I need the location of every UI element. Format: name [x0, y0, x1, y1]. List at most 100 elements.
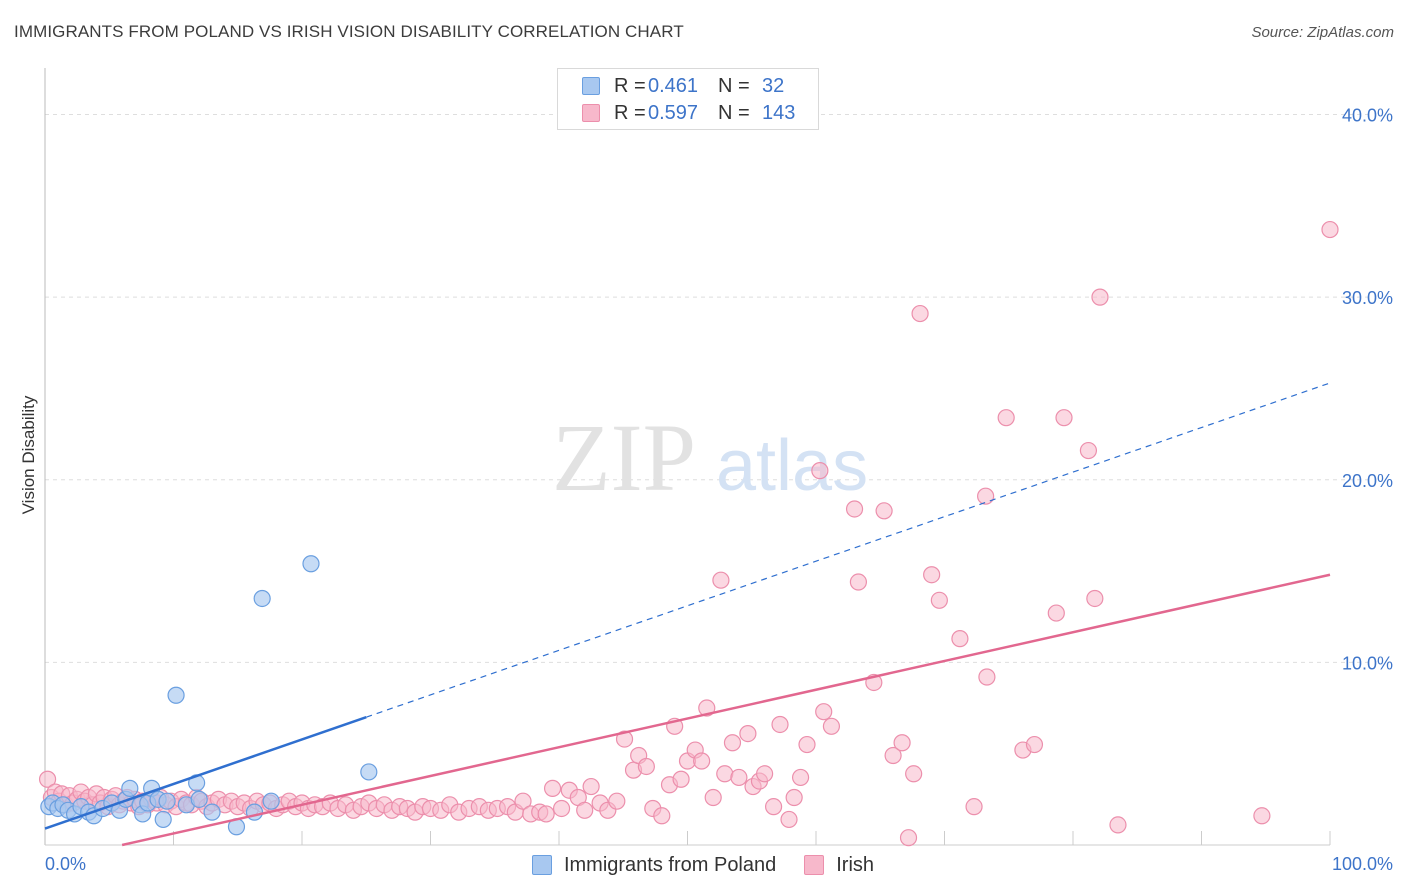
- irish-point: [712, 571, 730, 589]
- poland-swatch: [582, 77, 600, 95]
- irish-legend-swatch: [804, 855, 825, 875]
- irish-point: [716, 765, 734, 783]
- irish-point: [1055, 409, 1073, 427]
- points-layer: [38, 220, 1339, 847]
- irish-legend-label: Irish: [836, 853, 875, 876]
- axis-layer: [44, 68, 1331, 846]
- irish-point: [785, 788, 803, 807]
- irish-point: [893, 734, 911, 752]
- irish-point: [1047, 604, 1065, 622]
- poland-point: [167, 686, 185, 704]
- irish-point: [704, 788, 722, 807]
- irish-point: [514, 792, 532, 810]
- irish-swatch: [582, 104, 600, 122]
- x-tick-label: 100.0%: [1332, 854, 1393, 874]
- irish-point: [911, 304, 929, 323]
- watermark: ZIP atlas: [552, 404, 868, 511]
- r-value: 0.461: [648, 74, 699, 97]
- irish-point: [923, 566, 941, 584]
- n-label: N =: [718, 74, 750, 97]
- source-label: Source: ZipAtlas.com: [1251, 24, 1394, 41]
- irish-point: [739, 725, 757, 743]
- irish-point: [1091, 288, 1109, 306]
- poland-trend-extension: [366, 382, 1331, 718]
- chart-title: IMMIGRANTS FROM POLAND VS IRISH VISION D…: [14, 22, 684, 41]
- n-value: 32: [762, 74, 785, 97]
- irish-point: [997, 409, 1015, 427]
- irish-point: [730, 768, 748, 787]
- y-tick-label: 10.0%: [1342, 653, 1393, 673]
- irish-trend-line: [121, 573, 1331, 847]
- irish-point: [771, 715, 789, 734]
- irish-point: [537, 805, 555, 823]
- legend-row-poland: R = 0.461 N = 32: [582, 73, 784, 99]
- grid-layer: [45, 114, 1370, 663]
- poland-point: [154, 810, 172, 829]
- irish-point: [780, 810, 798, 829]
- y-tick-label: 20.0%: [1342, 471, 1393, 491]
- poland-legend-label: Immigrants from Poland: [563, 853, 777, 876]
- trend-layer: [44, 382, 1331, 847]
- irish-point: [849, 573, 868, 591]
- irish-point: [608, 792, 626, 810]
- poland-point: [302, 555, 320, 573]
- irish-point: [811, 462, 829, 480]
- irish-point: [764, 798, 783, 816]
- y-tick-label: 40.0%: [1342, 106, 1393, 126]
- x-tick-label: 0.0%: [45, 854, 86, 874]
- poland-point: [190, 790, 208, 808]
- irish-point: [965, 798, 983, 816]
- labels-layer: 10.0% 20.0% 30.0% 40.0% 0.0% 100.0%: [45, 106, 1393, 874]
- watermark-atlas: atlas: [716, 426, 868, 506]
- poland-point: [203, 803, 221, 821]
- legend-item-poland[interactable]: Immigrants from Poland: [531, 853, 777, 877]
- irish-point: [755, 765, 774, 783]
- irish-point: [1025, 735, 1044, 754]
- poland-point: [158, 792, 176, 810]
- r-value: 0.597: [648, 101, 699, 124]
- irish-point: [845, 500, 864, 518]
- irish-point: [791, 768, 810, 787]
- irish-point: [723, 734, 742, 752]
- irish-point: [38, 770, 57, 788]
- poland-point: [253, 589, 271, 608]
- irish-point: [543, 779, 562, 797]
- r-label: R =: [614, 101, 646, 124]
- irish-point: [672, 770, 690, 788]
- irish-point: [576, 801, 594, 819]
- irish-point: [798, 735, 816, 754]
- irish-point: [905, 765, 923, 783]
- poland-trend-line: [44, 715, 367, 830]
- irish-point: [1321, 220, 1339, 239]
- irish-point: [1086, 589, 1104, 608]
- irish-point: [637, 757, 655, 776]
- correlation-legend: R = 0.461 N = 32 R = 0.597 N = 143: [557, 68, 819, 130]
- irish-point: [884, 746, 902, 765]
- irish-point: [977, 487, 995, 505]
- irish-point: [615, 730, 634, 748]
- irish-point: [693, 752, 711, 770]
- poland-point: [360, 763, 378, 781]
- irish-point: [815, 703, 833, 721]
- n-label: N =: [718, 101, 750, 124]
- n-value: 143: [762, 101, 796, 124]
- irish-point: [822, 717, 841, 735]
- irish-point: [1109, 816, 1127, 834]
- irish-point: [582, 777, 600, 796]
- irish-point: [653, 807, 671, 825]
- irish-point: [899, 829, 918, 847]
- legend-item-irish[interactable]: Irish: [804, 854, 874, 877]
- legend-row-irish: R = 0.597 N = 143: [582, 100, 795, 126]
- irish-point: [552, 799, 571, 818]
- watermark-zip: ZIP: [552, 404, 696, 511]
- irish-point: [1079, 441, 1098, 460]
- irish-point: [978, 668, 996, 686]
- poland-point: [121, 779, 139, 797]
- irish-point: [1253, 807, 1271, 825]
- y-tick-label: 30.0%: [1342, 288, 1393, 308]
- poland-legend-swatch: [531, 855, 552, 875]
- series-legend: Immigrants from Poland Irish: [0, 851, 1406, 879]
- irish-point: [875, 502, 893, 520]
- irish-point: [951, 630, 969, 648]
